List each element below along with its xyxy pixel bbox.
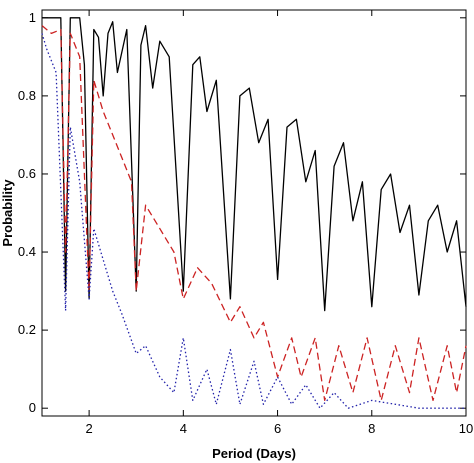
y-tick-label: 0.2: [18, 322, 36, 337]
series-line-1: [42, 17, 467, 312]
y-tick-label: 1: [29, 10, 36, 25]
x-tick-label: 6: [274, 421, 281, 436]
plot-frame: [41, 9, 467, 417]
y-tick-label: 0.8: [18, 88, 36, 103]
y-tick-label: 0.6: [18, 166, 36, 181]
series-layer: [41, 17, 467, 409]
x-tick-label: 10: [459, 421, 473, 436]
x-tick-label: 4: [180, 421, 187, 436]
y-tick-label: 0: [29, 400, 36, 415]
y-axis: 0 0.2 0.4 0.6 0.8 1: [18, 10, 466, 415]
series-line-3: [41, 33, 466, 409]
x-axis: 2 4 6 8 10: [85, 10, 473, 436]
x-tick-label: 8: [368, 421, 375, 436]
series-line-2: [41, 25, 467, 402]
x-tick-label: 2: [85, 421, 92, 436]
x-axis-title: Period (Days): [212, 446, 296, 461]
y-axis-title: Probability: [0, 179, 15, 247]
y-tick-label: 0.4: [18, 244, 36, 259]
